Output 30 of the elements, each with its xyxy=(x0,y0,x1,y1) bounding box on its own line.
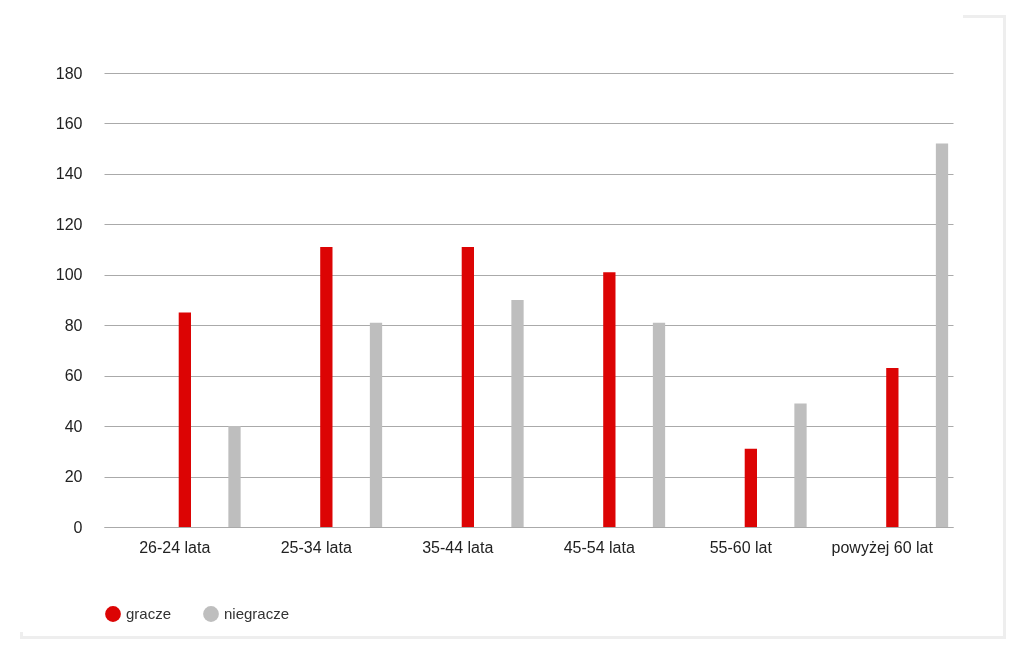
bar xyxy=(228,426,241,527)
bar xyxy=(511,300,524,527)
y-tick-label: 140 xyxy=(55,165,83,183)
x-tick-label: 25-34 lata xyxy=(280,538,352,556)
bar xyxy=(178,312,191,527)
x-tick-label: 26-24 lata xyxy=(139,538,211,556)
bar xyxy=(652,322,666,527)
x-tick-label: powyżej 60 lat xyxy=(831,538,934,556)
bar xyxy=(935,143,949,527)
bar xyxy=(794,403,807,527)
y-tick-label: 0 xyxy=(73,518,83,536)
y-tick-label: 20 xyxy=(64,468,83,486)
y-tick-label: 160 xyxy=(55,114,83,132)
y-tick-label: 100 xyxy=(55,266,83,284)
y-tick-label: 60 xyxy=(64,367,83,385)
x-tick-label: 35-44 lata xyxy=(422,538,494,556)
bar xyxy=(744,448,757,527)
y-tick-label: 40 xyxy=(64,417,83,435)
y-tick-label: 120 xyxy=(55,215,83,233)
bar xyxy=(369,322,383,527)
legend-label: gracze xyxy=(126,605,172,622)
y-tick-label: 80 xyxy=(64,316,83,334)
y-tick-label: 180 xyxy=(55,64,83,82)
bar xyxy=(320,247,333,527)
x-tick-label: 55-60 lat xyxy=(709,538,773,556)
bar xyxy=(886,368,899,527)
bar xyxy=(461,247,474,527)
bar xyxy=(603,272,616,527)
x-tick-label: 45-54 lata xyxy=(563,538,635,556)
legend-label: niegracze xyxy=(224,605,290,622)
